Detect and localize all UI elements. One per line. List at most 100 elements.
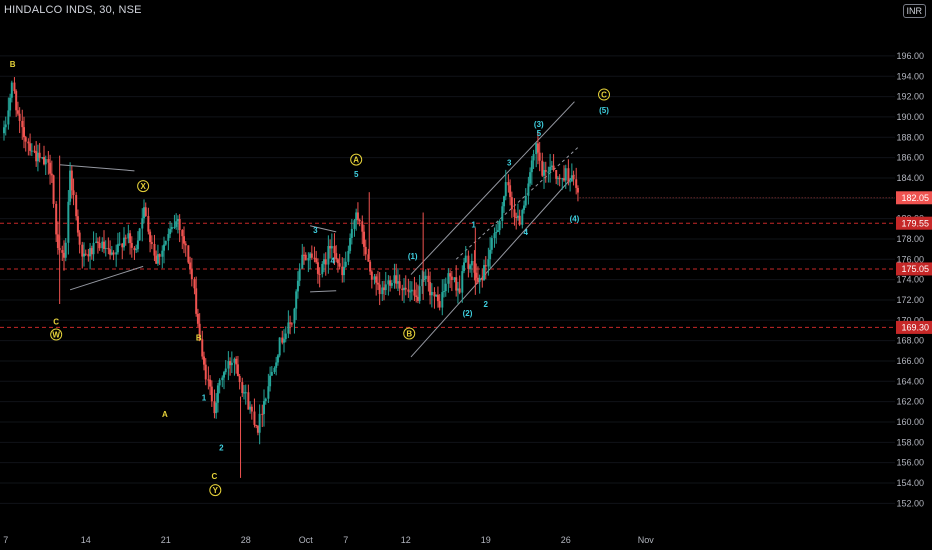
candle-body <box>544 170 547 172</box>
price-tick-label: 184.00 <box>896 173 924 183</box>
candle-body <box>441 292 444 308</box>
candle-body <box>283 339 286 343</box>
wave-label-circle <box>209 484 222 497</box>
candle-body <box>150 242 153 244</box>
candle-body <box>341 266 344 276</box>
candle-body <box>76 216 79 233</box>
candle-body <box>236 364 239 376</box>
candle-body <box>218 380 221 386</box>
candle-body <box>189 262 192 270</box>
candle-body <box>75 195 78 217</box>
candle-body <box>204 364 207 380</box>
candle-body <box>493 233 496 239</box>
price-tag-label: 169.30 <box>901 323 929 333</box>
candle-body <box>555 170 558 179</box>
candle-body <box>547 171 550 173</box>
time-axis[interactable]: 7 14 21 28 Oct 7 12 19 26 Nov <box>3 535 654 545</box>
price-tick-label: 168.00 <box>896 336 924 346</box>
candle-body <box>9 97 12 111</box>
wave-label: 4 <box>330 256 335 265</box>
candle-body <box>221 377 224 381</box>
candle-body <box>129 233 132 243</box>
candle-body <box>550 165 553 167</box>
candle-body <box>509 185 512 198</box>
candle-body <box>350 228 353 238</box>
candle-body <box>278 337 281 356</box>
candle-body <box>463 262 466 272</box>
time-tick-label: 26 <box>561 535 571 545</box>
wave-label: 1 <box>471 221 476 230</box>
price-tag-label: 182.05 <box>901 193 929 203</box>
candle-body <box>141 218 144 229</box>
price-tick-label: 158.00 <box>896 437 924 447</box>
candle-body <box>296 280 299 292</box>
candle-body <box>69 170 72 202</box>
price-tick-label: 178.00 <box>896 234 924 244</box>
candle-body <box>456 288 459 291</box>
candle-body <box>369 261 372 272</box>
wave-label-circle <box>403 327 416 340</box>
candle-body <box>107 247 110 250</box>
wave-label-circle <box>598 88 611 101</box>
trendline-channel-upper[interactable] <box>410 101 575 275</box>
trendline-flag-lower[interactable] <box>310 290 337 293</box>
candle-body <box>244 392 247 394</box>
candle-body <box>495 231 498 234</box>
currency-badge[interactable]: INR <box>902 4 926 18</box>
candle-body <box>110 252 113 255</box>
candle-body <box>561 178 564 180</box>
candle-body <box>416 296 419 301</box>
candle-body <box>355 212 358 221</box>
candle-body <box>201 339 204 357</box>
trendline-triangle-upper[interactable] <box>59 164 135 172</box>
candle-body <box>4 124 7 128</box>
candle-body <box>52 175 55 204</box>
candle-body <box>227 361 230 369</box>
candle-body <box>361 221 364 232</box>
candle-body <box>449 273 452 277</box>
candle-body <box>173 226 176 228</box>
candle-body <box>443 291 446 293</box>
candle-body <box>170 226 173 230</box>
candle-body <box>81 244 84 257</box>
candle-body <box>396 281 399 284</box>
candle-body <box>16 110 19 114</box>
candle-body <box>395 275 398 284</box>
wave-label: (2) <box>463 309 473 318</box>
time-tick-label: 12 <box>401 535 411 545</box>
candle-body <box>324 259 327 265</box>
candle-body <box>541 160 544 176</box>
candle-body <box>529 172 532 184</box>
candle-body <box>44 159 47 165</box>
candle-body <box>256 425 259 433</box>
candle-body <box>10 82 13 98</box>
candle-body <box>521 210 524 225</box>
candle-body <box>15 91 18 111</box>
price-tick-label: 190.00 <box>896 112 924 122</box>
candle-body <box>387 280 390 285</box>
candle-body <box>281 337 284 343</box>
candle-body <box>475 272 478 278</box>
candle-body <box>13 82 16 92</box>
candle-body <box>138 228 141 241</box>
candle-body <box>56 234 59 249</box>
candle-body <box>321 263 324 275</box>
candle-body <box>249 406 252 410</box>
candle-body <box>507 182 510 186</box>
trendline-flag-upper[interactable] <box>309 225 337 233</box>
candle-body <box>183 236 186 244</box>
price-tick-label: 194.00 <box>896 71 924 81</box>
price-axis[interactable]: 196.00 194.00 192.00 190.00 188.00 186.00 184.… <box>896 51 924 508</box>
trendline-channel-lower[interactable] <box>410 174 575 358</box>
trendline-triangle-lower[interactable] <box>69 265 144 291</box>
candle-body <box>269 375 272 387</box>
candle-body <box>367 254 370 262</box>
symbol-title: HINDALCO INDS, 30, NSE <box>4 4 142 16</box>
price-tick-label: 152.00 <box>896 498 924 508</box>
candle-body <box>207 379 210 381</box>
wave-label: Y <box>213 486 219 495</box>
candle-body <box>295 291 298 309</box>
candle-body <box>101 241 104 249</box>
